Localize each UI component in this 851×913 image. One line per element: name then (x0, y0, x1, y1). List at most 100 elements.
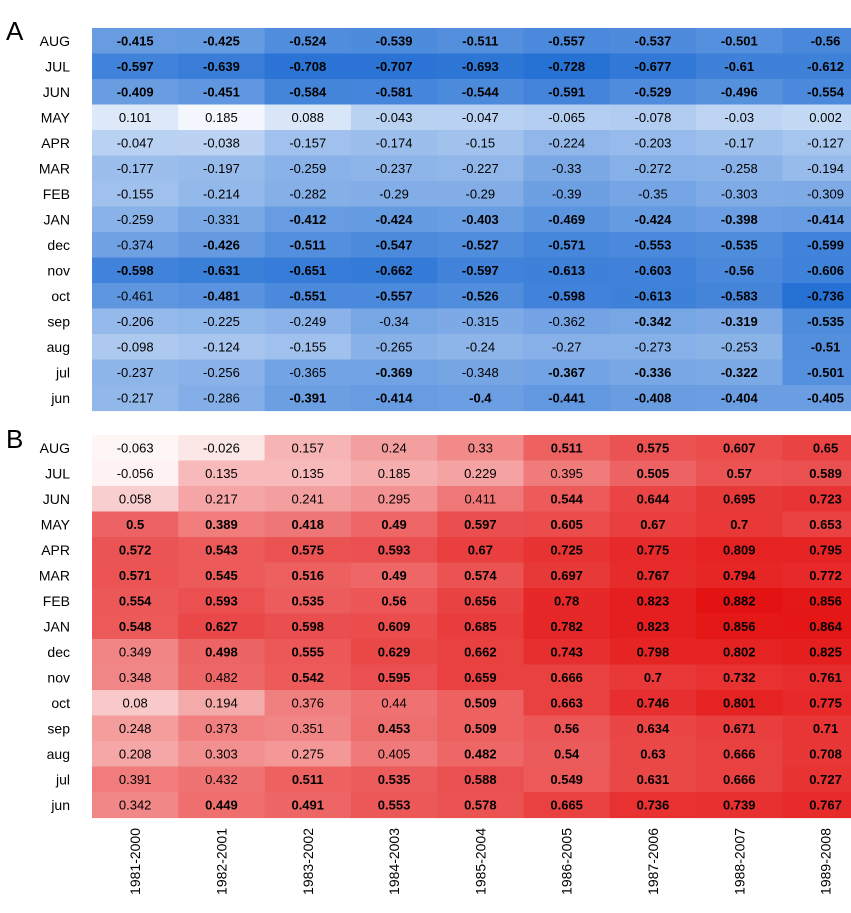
cell-value-label: 0.593 (205, 593, 238, 608)
heatmap-cell (350, 308, 438, 335)
cell-value-label: -0.273 (635, 339, 672, 354)
cell-value-label: -0.597 (462, 263, 499, 278)
cell-value-label: -0.403 (462, 212, 499, 227)
heatmap-cell (92, 741, 179, 768)
heatmap-cell (696, 537, 783, 564)
heatmap-cell (696, 104, 783, 131)
heatmap-cell (437, 359, 525, 386)
heatmap-cell (92, 715, 179, 742)
cell-value-label: -0.424 (635, 212, 673, 227)
heatmap-cell (782, 460, 851, 487)
cell-value-label: 0.665 (550, 797, 583, 812)
cell-value-label: 0.185 (205, 110, 238, 125)
heatmap-cell (264, 664, 352, 691)
heatmap-cell (782, 155, 851, 182)
heatmap-cell (696, 690, 783, 717)
heatmap-cell (92, 283, 179, 310)
cell-value-label: -0.265 (376, 339, 413, 354)
cell-value-label: -0.225 (203, 314, 240, 329)
heatmap-cell (782, 588, 851, 615)
cell-value-label: -0.501 (721, 33, 758, 48)
row-label: oct (51, 288, 70, 304)
cell-value-label: -0.286 (203, 390, 240, 405)
cell-value-label: -0.557 (376, 288, 413, 303)
heatmap-cell (178, 206, 266, 233)
heatmap-cell (437, 206, 525, 233)
cell-value-label: 0.864 (809, 619, 842, 634)
cell-value-label: -0.551 (289, 288, 326, 303)
heatmap-cell (782, 511, 851, 538)
cell-value-label: -0.056 (117, 466, 154, 481)
cell-value-label: 0.554 (119, 593, 152, 608)
cell-value-label: 0.575 (637, 440, 670, 455)
cell-value-label: 0.509 (464, 721, 497, 736)
heatmap-cell (523, 257, 611, 284)
heatmap-cell (523, 511, 611, 538)
heatmap-cell (350, 562, 438, 589)
heatmap-cell (178, 664, 266, 691)
cell-value-label: -0.331 (203, 212, 240, 227)
cell-value-label: -0.047 (462, 110, 499, 125)
cell-value-label: -0.155 (289, 339, 326, 354)
cell-value-label: -0.631 (203, 263, 240, 278)
cell-value-label: -0.39 (552, 186, 582, 201)
heatmap-cell (350, 79, 438, 106)
heatmap-cell (609, 53, 697, 80)
row-label: nov (47, 262, 70, 278)
heatmap-cell (350, 359, 438, 386)
heatmap-cell (782, 690, 851, 717)
heatmap-cell (350, 511, 438, 538)
heatmap-cell (350, 715, 438, 742)
cell-value-label: -0.651 (289, 263, 326, 278)
heatmap-cell (264, 741, 352, 768)
cell-value-label: 0.058 (119, 491, 152, 506)
cell-value-label: -0.124 (203, 339, 240, 354)
heatmap-cell (782, 792, 851, 819)
heatmap-cell (437, 460, 525, 487)
cell-value-label: 0.723 (809, 491, 842, 506)
heatmap-cell (264, 308, 352, 335)
heatmap-cell (92, 792, 179, 819)
cell-value-label: -0.33 (552, 161, 582, 176)
heatmap-cell (609, 486, 697, 513)
cell-value-label: -0.56 (811, 33, 841, 48)
heatmap-cell (92, 613, 179, 640)
heatmap-cell (696, 460, 783, 487)
cell-value-label: -0.535 (807, 314, 844, 329)
heatmap-cell (178, 359, 266, 386)
cell-value-label: 0.555 (291, 644, 324, 659)
heatmap-cell (696, 766, 783, 793)
heatmap-cell (696, 130, 783, 157)
x-tick-label: 1982-2001 (213, 828, 229, 895)
heatmap-cell (523, 104, 611, 131)
cell-value-label: -0.03 (724, 110, 754, 125)
heatmap-cell (350, 257, 438, 284)
cell-value-label: 0.295 (378, 491, 411, 506)
heatmap-cell (437, 690, 525, 717)
heatmap-cell (609, 283, 697, 310)
cell-value-label: 0.248 (119, 721, 152, 736)
heatmap-cell (92, 155, 179, 182)
heatmap-cell (523, 181, 611, 208)
cell-value-label: 0.761 (809, 670, 842, 685)
cell-value-label: 0.823 (637, 619, 670, 634)
cell-value-label: -0.469 (548, 212, 585, 227)
heatmap-cell (178, 155, 266, 182)
heatmap-cell (178, 511, 266, 538)
row-label: AUG (40, 33, 70, 49)
heatmap-cell (437, 155, 525, 182)
cell-value-label: 0.185 (378, 466, 411, 481)
heatmap-cell (696, 206, 783, 233)
heatmap-cell (609, 232, 697, 259)
heatmap-cell (782, 741, 851, 768)
heatmap-cell (523, 715, 611, 742)
cell-value-label: -0.693 (462, 59, 499, 74)
cell-value-label: -0.177 (117, 161, 154, 176)
heatmap-cell (92, 181, 179, 208)
row-label: JUN (43, 491, 70, 507)
cell-value-label: -0.728 (548, 59, 585, 74)
heatmap-cell (609, 206, 697, 233)
heatmap-cell (92, 435, 179, 462)
cell-value-label: 0.593 (378, 542, 411, 557)
panel-a-heatmap: A AUG -0.415 -0.425 -0.524 -0.539 -0.511 -0.557… (6, 16, 851, 412)
